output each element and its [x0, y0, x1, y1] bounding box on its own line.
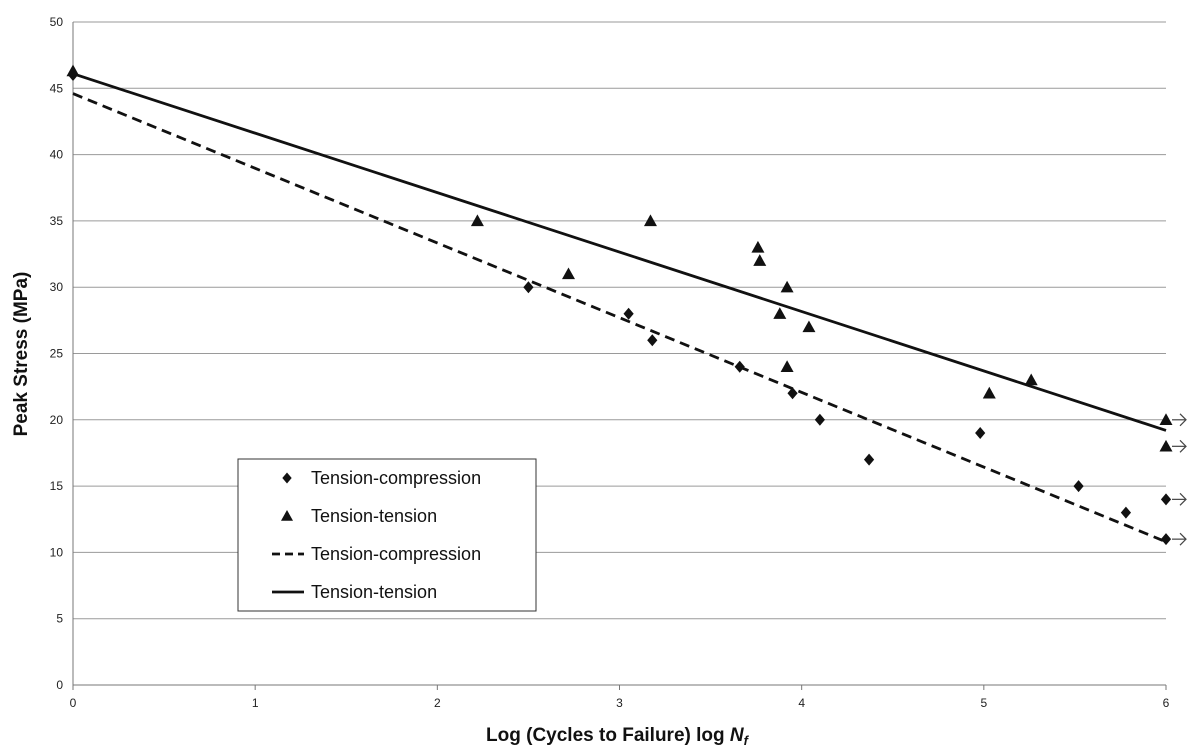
point-tension-compression [863, 453, 875, 466]
x-tick-label: 1 [252, 696, 259, 710]
point-tension-compression [1160, 533, 1172, 546]
x-tick-labels: 0 1 2 3 4 5 6 [70, 696, 1170, 710]
point-tension-compression [647, 334, 658, 347]
legend-item: Tension-compression [282, 468, 481, 488]
y-tick-label: 20 [50, 413, 64, 427]
y-tick-label: 35 [50, 214, 64, 228]
point-tension-compression [814, 413, 825, 426]
point-tension-compression [623, 307, 634, 320]
x-tick-label: 5 [980, 696, 987, 710]
y-tick-label: 0 [56, 678, 63, 692]
runout-arrow [1172, 439, 1187, 453]
legend-label: Tension-compression [311, 468, 481, 488]
point-tension-compression [1073, 480, 1084, 493]
legend-swatch-triangle [281, 510, 293, 521]
legend: Tension-compression Tension-tension Tensio… [237, 458, 537, 612]
point-tension-tension [1159, 439, 1173, 452]
x-tick-label: 2 [434, 696, 441, 710]
runout-arrow [1172, 413, 1187, 427]
fit-line-tension-compression [72, 92, 1167, 544]
x-tick-label: 4 [798, 696, 805, 710]
point-tension-tension [780, 280, 794, 293]
legend-item: Tension-tension [272, 582, 437, 602]
legend-box [237, 458, 537, 612]
x-axis-title: Log (Cycles to Failure) log Nf [486, 725, 750, 748]
grid-lines [73, 21, 1166, 620]
point-tension-tension [982, 386, 996, 399]
legend-label: Tension-tension [311, 506, 437, 526]
point-tension-compression [1160, 493, 1172, 506]
point-tension-tension [753, 254, 767, 266]
y-tick-label: 25 [50, 347, 64, 361]
point-tension-tension [773, 307, 787, 319]
legend-item: Tension-tension [281, 506, 437, 526]
y-tick-label: 5 [56, 612, 63, 626]
point-tension-tension [561, 267, 575, 280]
y-tick-label: 40 [50, 148, 64, 162]
point-tension-compression [734, 360, 745, 373]
y-tick-label: 30 [50, 280, 64, 294]
legend-label: Tension-tension [311, 582, 437, 602]
x-axis-title-text: Log (Cycles to Failure) log [486, 725, 730, 746]
x-tick-label: 3 [616, 696, 623, 710]
fit-lines [72, 72, 1167, 544]
runout-arrow [1172, 532, 1187, 546]
axes [72, 22, 1167, 690]
x-tick-label: 0 [70, 696, 77, 710]
fit-line-tension-tension [72, 72, 1167, 432]
y-tick-label: 15 [50, 479, 64, 493]
point-tension-tension [751, 240, 765, 253]
x-axis-title-symbol: N [730, 725, 745, 746]
point-tension-tension [470, 214, 484, 227]
point-tension-tension [66, 64, 80, 77]
legend-swatch-diamond [282, 472, 292, 484]
y-tick-label: 45 [50, 81, 64, 95]
y-tick-labels: 0 5 10 15 20 25 30 35 40 45 50 [50, 15, 64, 692]
point-tension-compression [787, 387, 798, 400]
point-tension-tension [780, 360, 794, 372]
point-tension-compression [523, 281, 534, 294]
legend-item: Tension-compression [272, 544, 481, 564]
point-tension-tension [802, 320, 816, 333]
x-tick-label: 6 [1163, 696, 1170, 710]
legend-label: Tension-compression [311, 544, 481, 564]
point-tension-tension [643, 214, 657, 227]
y-tick-label: 10 [50, 545, 64, 559]
y-tick-label: 50 [50, 15, 64, 29]
data-points [66, 64, 1187, 546]
y-axis-title: Peak Stress (MPa) [11, 272, 32, 437]
point-tension-tension [1159, 413, 1173, 425]
point-tension-tension [1024, 373, 1038, 386]
x-axis-title-subscript: f [744, 733, 750, 748]
runout-arrow [1172, 492, 1187, 506]
point-tension-compression [975, 427, 986, 440]
point-tension-compression [1120, 506, 1132, 519]
